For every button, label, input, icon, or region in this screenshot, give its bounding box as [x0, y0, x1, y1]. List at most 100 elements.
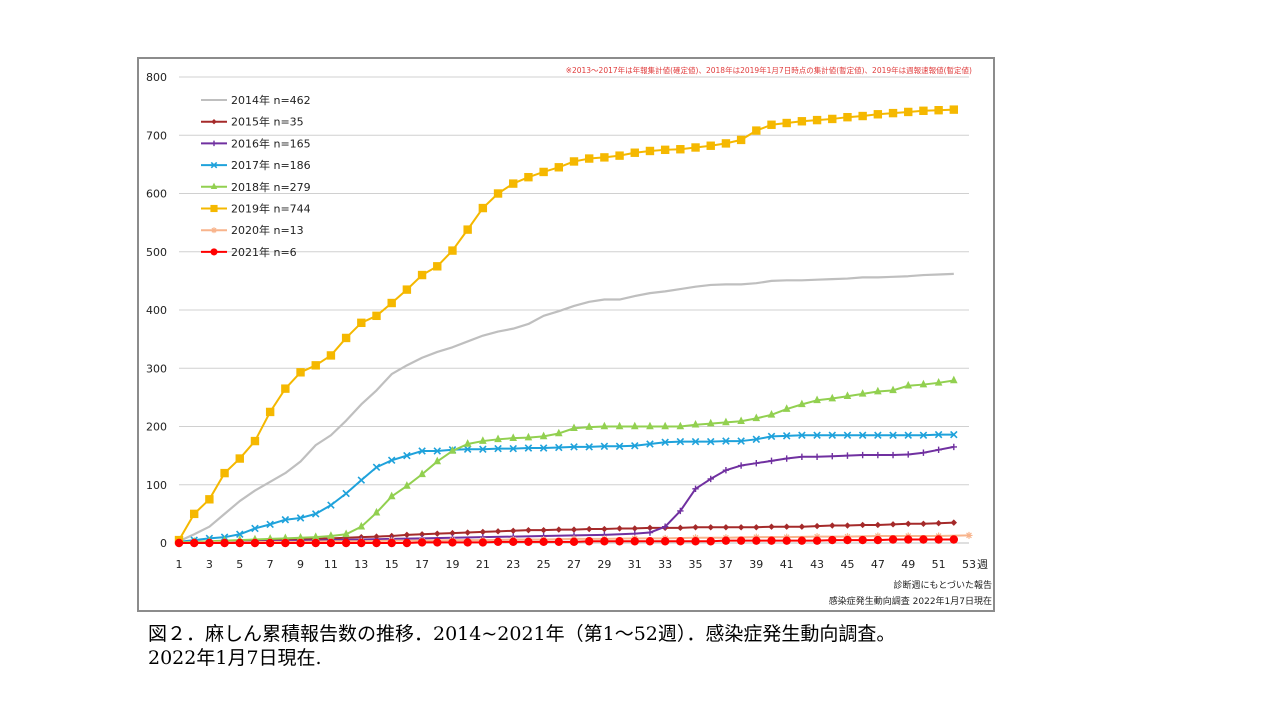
data-point — [569, 157, 579, 166]
data-point — [342, 529, 350, 538]
data-point — [479, 528, 487, 536]
series-line — [178, 521, 954, 544]
data-point — [874, 431, 882, 440]
data-point — [616, 525, 623, 532]
data-point — [570, 423, 578, 432]
data-point — [706, 141, 715, 150]
legend-item: 2016年 n=165 — [201, 136, 311, 150]
data-point — [448, 446, 457, 454]
data-point — [753, 459, 760, 467]
caption-line-2: 2022年1月7日現在. — [148, 647, 322, 669]
legend-label: 2017年 n=186 — [231, 158, 311, 172]
data-point — [721, 139, 731, 148]
data-point — [311, 361, 320, 370]
data-point — [387, 491, 396, 500]
data-point — [707, 524, 714, 531]
data-point — [843, 431, 852, 440]
data-point — [342, 489, 350, 498]
data-point — [844, 522, 851, 529]
data-point — [920, 449, 927, 456]
data-point — [463, 538, 472, 547]
legend-item: 2015年 n=35 — [201, 115, 304, 129]
data-point — [797, 117, 807, 126]
data-point — [387, 538, 396, 548]
caption-line-1: 図２．麻しん累積報告数の推移．2014~2021年（第1～52週）．感染症発生動… — [148, 623, 896, 645]
data-point — [737, 437, 745, 445]
data-point — [235, 454, 244, 463]
legend-marker — [210, 161, 218, 169]
data-point — [539, 444, 548, 452]
data-point — [691, 143, 700, 152]
data-point — [812, 536, 822, 545]
data-point — [600, 421, 609, 430]
data-point — [888, 108, 898, 118]
data-point — [691, 437, 700, 446]
data-point — [372, 463, 381, 472]
data-point — [919, 379, 928, 388]
data-point — [691, 537, 700, 546]
data-point — [873, 535, 883, 545]
data-point — [873, 110, 883, 119]
x-tick-label: 15 — [385, 558, 399, 571]
data-point — [433, 538, 442, 547]
data-point — [935, 519, 942, 527]
data-point — [660, 145, 670, 155]
data-point — [418, 469, 426, 478]
x-tick-label: 19 — [445, 558, 459, 571]
data-point — [843, 391, 852, 400]
data-point — [828, 535, 837, 545]
data-point — [660, 537, 670, 546]
data-point — [798, 523, 806, 530]
data-point — [311, 510, 320, 518]
data-point — [950, 443, 958, 451]
data-point — [691, 419, 700, 428]
data-point — [889, 521, 897, 528]
data-point — [539, 431, 548, 440]
data-point — [403, 481, 411, 489]
data-point — [525, 526, 532, 534]
data-point — [798, 453, 806, 460]
legend-marker — [211, 118, 217, 125]
data-point — [812, 115, 822, 125]
data-point — [236, 530, 244, 539]
data-point — [844, 452, 851, 459]
data-point — [677, 524, 684, 532]
data-point — [417, 538, 427, 547]
x-tick-label: 49 — [901, 558, 915, 571]
x-unit-label: 週 — [977, 558, 988, 571]
data-point — [402, 538, 412, 548]
data-point — [265, 407, 275, 417]
data-point — [250, 538, 260, 548]
data-point — [722, 466, 730, 474]
data-point — [387, 298, 396, 308]
data-point — [646, 440, 654, 448]
x-tick-label: 25 — [537, 558, 551, 571]
data-point — [753, 524, 760, 531]
legend-marker — [210, 182, 218, 190]
data-point — [965, 531, 973, 539]
data-point — [494, 444, 502, 453]
data-point — [889, 431, 897, 440]
series-3 — [175, 443, 958, 547]
data-point — [888, 535, 898, 544]
data-point — [630, 537, 639, 546]
legend-marker — [211, 227, 217, 234]
data-point — [584, 154, 594, 163]
data-point — [372, 311, 381, 321]
data-point — [434, 530, 441, 537]
data-point — [950, 519, 958, 526]
data-point — [889, 451, 897, 459]
data-point — [706, 437, 715, 446]
data-point — [919, 431, 928, 440]
x-tick-label: 39 — [749, 558, 763, 571]
data-point — [707, 475, 714, 483]
data-point — [630, 421, 639, 430]
data-point — [630, 148, 639, 157]
data-point — [555, 443, 563, 452]
data-point — [813, 453, 821, 460]
data-point — [950, 430, 958, 439]
data-point — [554, 163, 564, 172]
data-point — [357, 538, 366, 548]
data-point — [676, 145, 685, 154]
data-point — [539, 537, 548, 547]
